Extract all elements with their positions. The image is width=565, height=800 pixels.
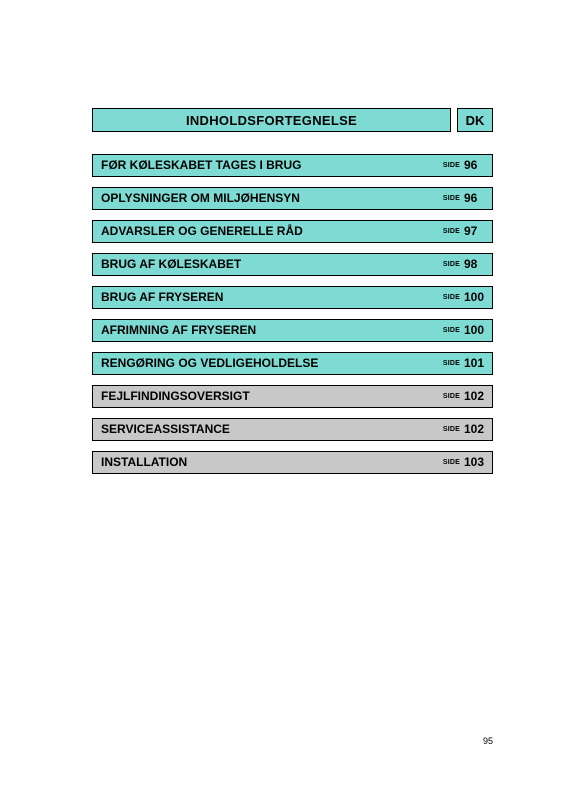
toc-row: RENGØRING OG VEDLIGEHOLDELSESIDE 101 xyxy=(92,352,493,375)
side-label: SIDE xyxy=(443,191,460,206)
toc-row: OPLYSNINGER OM MILJØHENSYNSIDE 96 xyxy=(92,187,493,210)
side-label: SIDE xyxy=(443,158,460,173)
side-label: SIDE xyxy=(443,257,460,272)
toc-row: BRUG AF FRYSERENSIDE 100 xyxy=(92,286,493,309)
toc-row-page: 101 xyxy=(464,356,486,371)
toc-row-label: FEJLFINDINGSOVERSIGT xyxy=(101,389,443,404)
page-number: 95 xyxy=(483,736,493,746)
toc-title: INDHOLDSFORTEGNELSE xyxy=(92,108,451,132)
toc-row-page: 102 xyxy=(464,422,486,437)
toc-row-label: FØR KØLESKABET TAGES I BRUG xyxy=(101,158,443,173)
toc-row-label: BRUG AF KØLESKABET xyxy=(101,257,443,272)
toc-row: BRUG AF KØLESKABETSIDE 98 xyxy=(92,253,493,276)
toc-row-page: 100 xyxy=(464,323,486,338)
toc-row-page: 100 xyxy=(464,290,486,305)
toc-row-label: ADVARSLER OG GENERELLE RÅD xyxy=(101,224,443,239)
lang-badge: DK xyxy=(457,108,493,132)
toc-row-label: INSTALLATION xyxy=(101,455,443,470)
side-label: SIDE xyxy=(443,224,460,239)
toc-row-page: 97 xyxy=(464,224,486,239)
toc-row-label: OPLYSNINGER OM MILJØHENSYN xyxy=(101,191,443,206)
toc-header: INDHOLDSFORTEGNELSE DK xyxy=(92,108,493,132)
toc-row: FEJLFINDINGSOVERSIGTSIDE 102 xyxy=(92,385,493,408)
toc-row-page: 103 xyxy=(464,455,486,470)
toc-row-page: 96 xyxy=(464,191,486,206)
content-column: INDHOLDSFORTEGNELSE DK FØR KØLESKABET TA… xyxy=(92,108,493,484)
side-label: SIDE xyxy=(443,389,460,404)
toc-row: AFRIMNING AF FRYSERENSIDE 100 xyxy=(92,319,493,342)
toc-row-label: AFRIMNING AF FRYSEREN xyxy=(101,323,443,338)
toc-row-page: 96 xyxy=(464,158,486,173)
side-label: SIDE xyxy=(443,356,460,371)
side-label: SIDE xyxy=(443,422,460,437)
toc-row-label: RENGØRING OG VEDLIGEHOLDELSE xyxy=(101,356,443,371)
toc-rows: FØR KØLESKABET TAGES I BRUGSIDE96OPLYSNI… xyxy=(92,154,493,474)
toc-row: SERVICEASSISTANCESIDE 102 xyxy=(92,418,493,441)
toc-row: FØR KØLESKABET TAGES I BRUGSIDE 96 xyxy=(92,154,493,177)
toc-row: INSTALLATIONSIDE 103 xyxy=(92,451,493,474)
toc-row: ADVARSLER OG GENERELLE RÅDSIDE 97 xyxy=(92,220,493,243)
toc-row-page: 102 xyxy=(464,389,486,404)
page: INDHOLDSFORTEGNELSE DK FØR KØLESKABET TA… xyxy=(0,0,565,800)
side-label: SIDE xyxy=(443,323,460,338)
toc-row-label: SERVICEASSISTANCE xyxy=(101,422,443,437)
side-label: SIDE xyxy=(443,290,460,305)
toc-row-page: 98 xyxy=(464,257,486,272)
toc-row-label: BRUG AF FRYSEREN xyxy=(101,290,443,305)
side-label: SIDE xyxy=(443,455,460,470)
